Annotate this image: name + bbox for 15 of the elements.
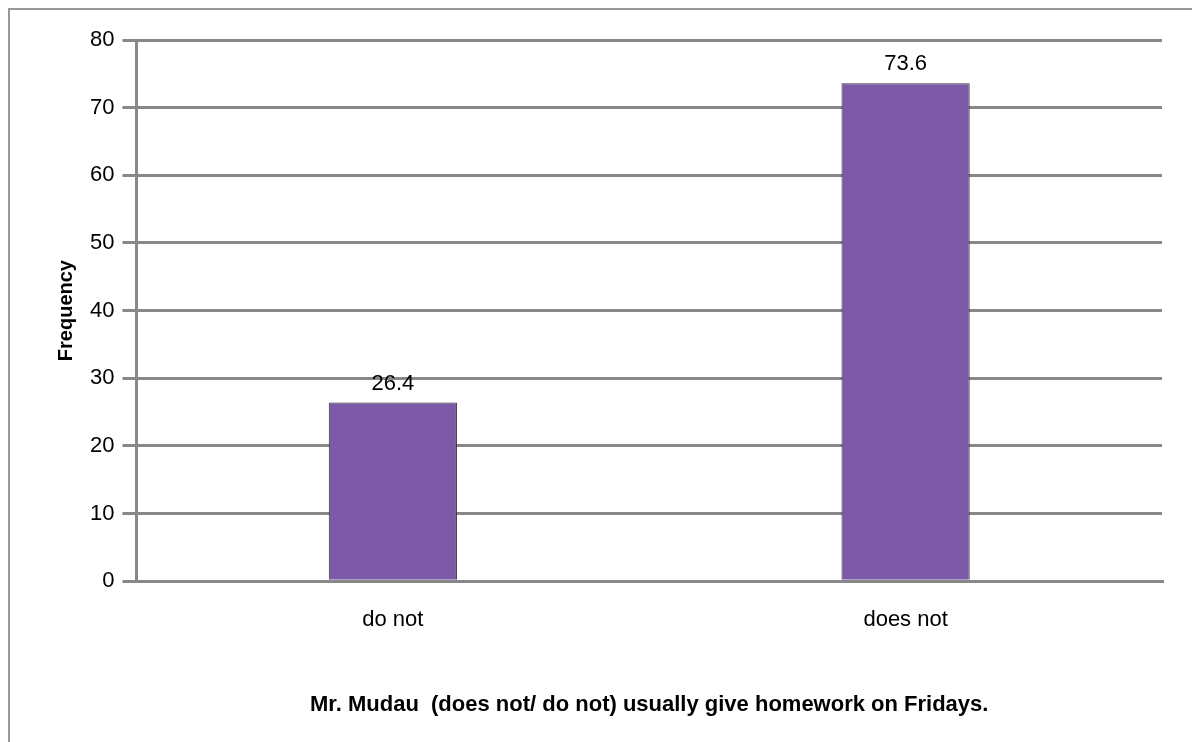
- y-tick-label: 50: [89, 229, 115, 255]
- y-tick-label: 40: [89, 296, 115, 322]
- x-tick-label: do not: [362, 606, 424, 632]
- y-tick-label: 60: [89, 161, 115, 187]
- data-label: 73.6: [884, 50, 928, 76]
- y-tick-label: 30: [89, 364, 115, 390]
- y-axis-title: Frequency: [53, 259, 76, 362]
- x-tick-label: does not: [863, 606, 948, 632]
- y-tick-label: 20: [89, 431, 115, 457]
- x-axis-title: Mr. Mudau (does not/ do not) usually give homework on Fridays.: [310, 690, 989, 716]
- y-tick-label: 10: [89, 499, 115, 525]
- y-tick-label: 0: [102, 567, 115, 593]
- data-label: 26.4: [371, 369, 415, 395]
- y-tick-label: 70: [89, 93, 115, 119]
- y-tick-label: 80: [89, 26, 115, 52]
